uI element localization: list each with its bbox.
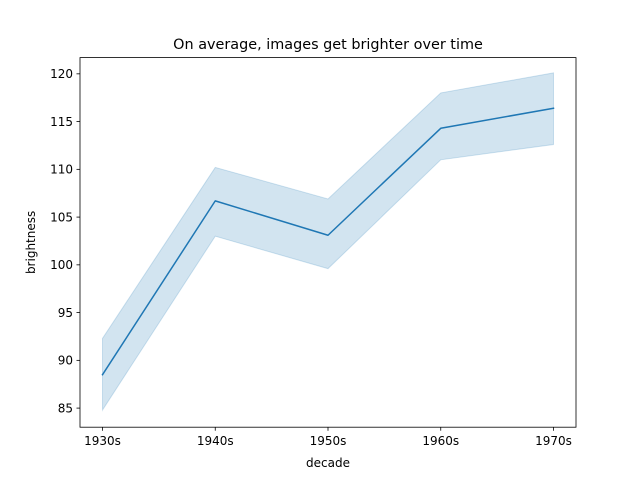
series-line-layer: [101, 107, 555, 376]
confidence-band-layer: [102, 72, 554, 412]
y-axis-ticks: 85 90 95 100 105 110 115 120: [50, 67, 80, 415]
y-tick-label: 115: [50, 115, 73, 129]
y-tick-label: 110: [50, 163, 73, 177]
confidence-band: [102, 72, 554, 412]
y-axis-label: brightness: [24, 211, 38, 274]
chart-title: On average, images get brighter over tim…: [173, 37, 483, 53]
x-tick-label: 1930s: [84, 434, 121, 448]
y-tick-label: 85: [58, 401, 73, 415]
y-tick-label: 95: [58, 306, 73, 320]
x-tick-label: 1970s: [535, 434, 572, 448]
x-axis-label: decade: [306, 456, 350, 470]
y-tick-label: 90: [58, 354, 73, 368]
y-tick-label: 100: [50, 258, 73, 272]
y-tick-label: 105: [50, 210, 73, 224]
x-tick-label: 1960s: [422, 434, 459, 448]
x-tick-label: 1950s: [310, 434, 347, 448]
x-tick-label: 1940s: [197, 434, 234, 448]
x-axis-ticks: 1930s 1940s 1950s 1960s 1970s: [84, 427, 572, 448]
y-tick-label: 120: [50, 67, 73, 81]
